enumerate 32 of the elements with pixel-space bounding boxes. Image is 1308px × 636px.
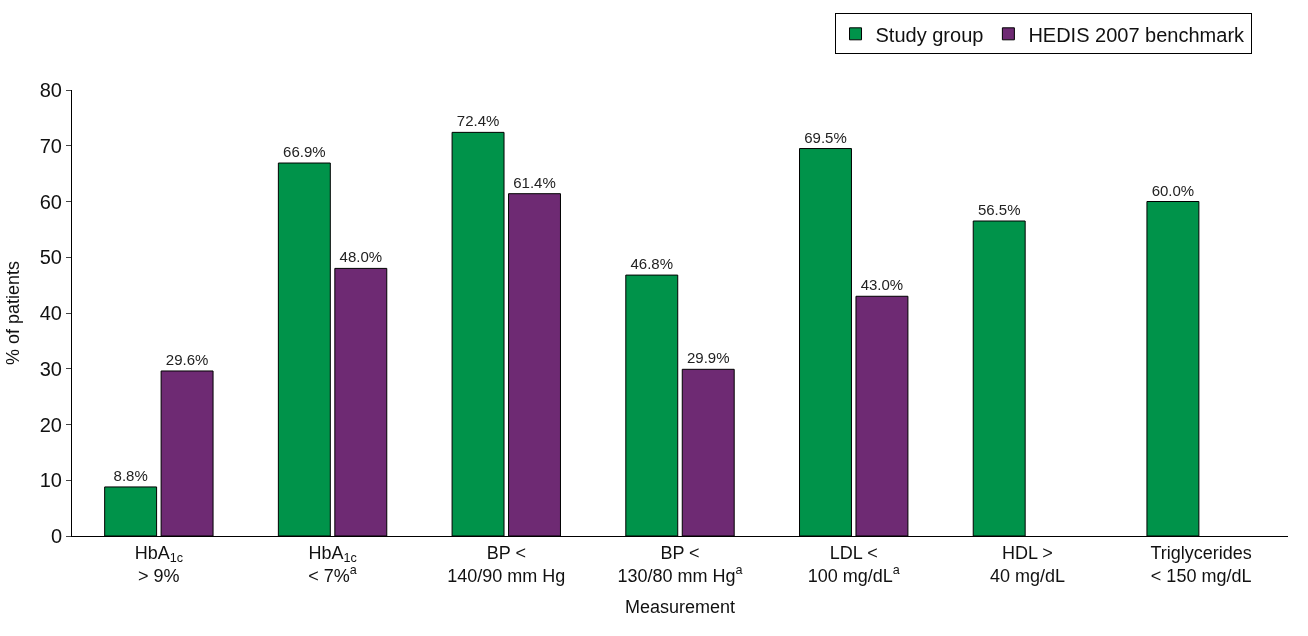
data-label: 69.5%: [804, 128, 847, 146]
x-axis-title: Measurement: [624, 597, 736, 618]
data-label: 60.0%: [1151, 181, 1195, 199]
y-tick-label: 80: [39, 79, 62, 101]
x-tick-label: LDL < 100 mg/dL$^{a}$: [807, 542, 900, 586]
data-label: 46.8%: [630, 255, 674, 273]
data-label: 29.6%: [165, 350, 209, 368]
y-axis-title: % of patients: [2, 260, 23, 366]
y-tick-label: 60: [39, 190, 62, 213]
data-label: 48.0%: [339, 248, 383, 266]
y-tick-label: 50: [39, 246, 62, 269]
legend-label: Study group: [875, 23, 984, 46]
data-label: 43.0%: [860, 276, 904, 294]
x-tick-label: HbA$_{1c}$ < 7%$^{a}$: [308, 542, 357, 586]
y-tick-label: 20: [39, 413, 62, 436]
data-label: 29.9%: [686, 349, 730, 367]
y-tick-label: 70: [39, 134, 62, 157]
x-tick-label: BP < 140/90 mm Hg: [447, 542, 566, 586]
x-tick-label: Triglycerides < 150 mg/dL: [1150, 542, 1252, 586]
data-label: 56.5%: [977, 201, 1021, 219]
y-tick-label: 40: [39, 302, 62, 324]
x-tick-label: BP < 130/80 mm Hg$^{a}$: [617, 542, 743, 586]
data-label: 66.9%: [283, 143, 326, 161]
data-label: 8.8%: [113, 466, 148, 484]
data-label: 61.4%: [513, 173, 556, 191]
x-tick-label: HDL > 40 mg/dL: [989, 542, 1065, 586]
data-label: 72.4%: [456, 112, 500, 130]
y-tick-label: 0: [50, 525, 62, 547]
y-tick-label: 30: [39, 357, 62, 380]
y-tick-label: 10: [39, 469, 62, 492]
legend-label: HEDIS 2007 benchmark: [1028, 23, 1246, 46]
x-tick-label: HbA$_{1c}$ > 9%: [134, 542, 184, 586]
